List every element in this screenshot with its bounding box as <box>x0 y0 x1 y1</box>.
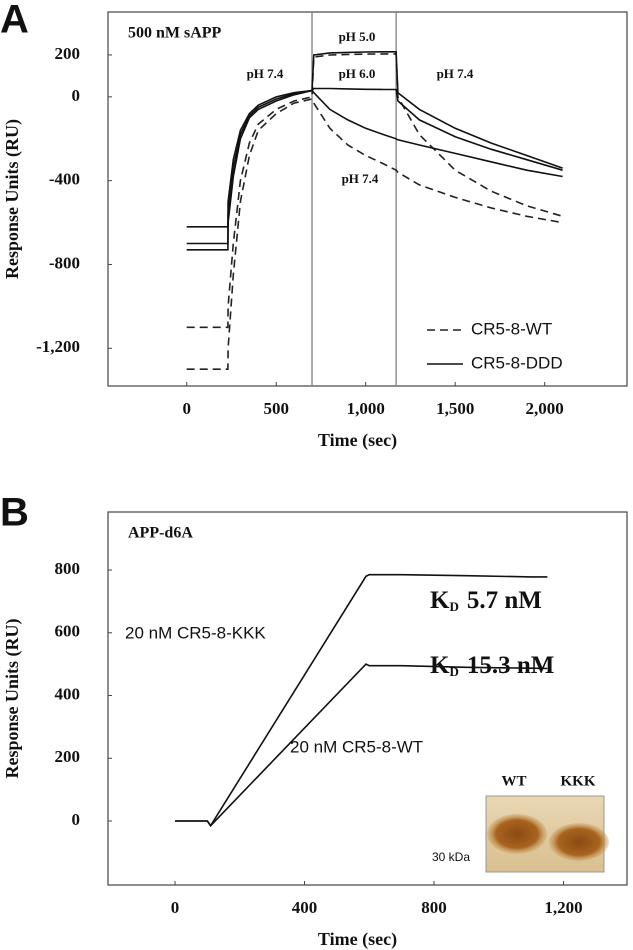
kd-label: KD 15.3 nM <box>430 652 554 679</box>
kd-value: 15.3 nM <box>467 652 555 679</box>
chart-title: APP-d6A <box>128 525 193 542</box>
gel-band <box>487 814 547 854</box>
panel-letter: A <box>0 0 29 42</box>
x-tick-label: 400 <box>292 898 318 917</box>
y-axis-title: Response Units (RU) <box>2 119 23 279</box>
y-axis-title: Response Units (RU) <box>2 618 23 778</box>
series-line <box>186 53 563 329</box>
x-tick-label: 1,000 <box>347 399 385 418</box>
x-tick-label: 1,500 <box>436 399 474 418</box>
y-tick-label: 400 <box>55 684 81 703</box>
annotation: pH 6.0 <box>339 66 376 81</box>
y-tick-label: 0 <box>72 810 81 829</box>
series-line <box>186 87 563 245</box>
legend-label: CR5-8-WT <box>471 319 552 338</box>
chart-title: 500 nM sAPP <box>128 25 222 42</box>
kd-symbol: K <box>430 652 450 679</box>
annotation: pH 7.4 <box>437 66 474 81</box>
x-axis-title: Time (sec) <box>318 929 397 950</box>
series-line <box>186 98 563 370</box>
gel-lane-label: WT <box>501 773 526 789</box>
legend-label: CR5-8-DDD <box>471 353 563 372</box>
annotation: pH 7.4 <box>342 171 379 186</box>
x-tick-label: 500 <box>263 399 289 418</box>
kd-subscript: D <box>449 599 458 614</box>
gel-band <box>549 823 609 861</box>
x-tick-label: 800 <box>421 898 447 917</box>
annotation: 20 nM CR5-8-KKK <box>125 623 266 642</box>
x-tick-label: 1,200 <box>544 898 582 917</box>
y-tick-label: -800 <box>49 253 80 272</box>
kd-subscript: D <box>449 664 458 679</box>
plot-frame <box>107 511 628 886</box>
gel-lane-label: KKK <box>560 773 595 789</box>
y-tick-label: -400 <box>49 170 80 189</box>
y-tick-label: 0 <box>72 86 81 105</box>
plot-frame <box>107 11 628 387</box>
annotation: pH 5.0 <box>339 29 376 44</box>
x-tick-label: 0 <box>182 399 191 418</box>
y-tick-label: 800 <box>55 559 81 578</box>
annotation: 20 nM CR5-8-WT <box>290 737 423 756</box>
x-axis-title: Time (sec) <box>318 430 397 451</box>
y-tick-label: 200 <box>55 44 81 63</box>
series-line <box>186 89 563 251</box>
kd-label: KD 5.7 nM <box>430 587 542 614</box>
gel-marker: 30 kDa <box>432 850 470 864</box>
kd-value: 5.7 nM <box>467 587 542 614</box>
kd-symbol: K <box>430 587 450 614</box>
annotation: pH 7.4 <box>247 66 284 81</box>
series-line <box>175 663 548 827</box>
y-tick-label: 200 <box>55 747 81 766</box>
series-line <box>186 51 563 228</box>
x-tick-label: 0 <box>171 898 180 917</box>
x-tick-label: 2,000 <box>526 399 564 418</box>
panel-letter: B <box>0 491 29 535</box>
y-tick-label: 600 <box>55 622 81 641</box>
y-tick-label: -1,200 <box>36 337 80 356</box>
